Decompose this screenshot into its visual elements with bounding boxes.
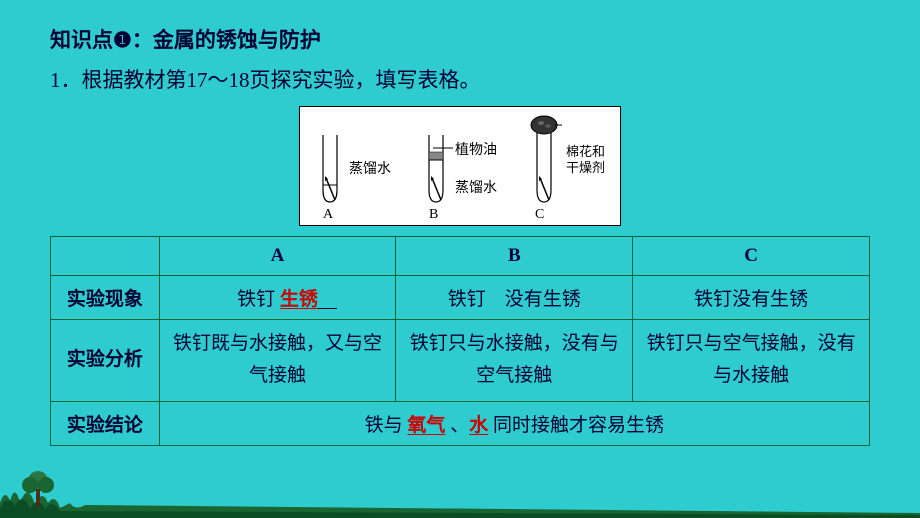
- phenomenon-c: 铁钉没有生锈: [633, 276, 870, 320]
- corner-cell: [51, 237, 160, 276]
- instruction-text: 1．根据教材第17～18页探究实验，填写表格。: [50, 65, 870, 97]
- heading-number: ❶: [113, 25, 132, 57]
- tube-c-cotton-label: 棉花和 干燥剂: [566, 144, 605, 175]
- heading-separator: ：: [132, 28, 153, 52]
- tube-a-svg: [315, 130, 345, 205]
- col-header-a: A: [159, 237, 396, 276]
- tube-b-water-label: 蒸馏水: [455, 177, 497, 197]
- tube-a: 蒸馏水 A: [315, 130, 391, 223]
- row-header-conclusion: 实验结论: [51, 401, 160, 445]
- conclusion-cell: 铁与 氧气 、水 同时接触才容易生锈: [159, 401, 869, 445]
- experiment-table: A B C 实验现象 铁钉 生锈 铁钉 没有生锈 铁钉没有生锈 实验分析 铁钉既…: [50, 236, 870, 446]
- analysis-a: 铁钉既与水接触，又与空气接触: [159, 320, 396, 402]
- analysis-row: 实验分析 铁钉既与水接触，又与空气接触 铁钉只与水接触，没有与空气接触 铁钉只与…: [51, 320, 870, 402]
- tube-b-letter: B: [429, 207, 438, 223]
- tube-b-oil-label: 植物油: [455, 139, 497, 159]
- analysis-c: 铁钉只与空气接触，没有与水接触: [633, 320, 870, 402]
- tube-c: 棉花和 干燥剂 C: [527, 115, 605, 223]
- row-header-phenomenon: 实验现象: [51, 276, 160, 320]
- heading-prefix: 知识点: [50, 28, 113, 52]
- row-header-analysis: 实验分析: [51, 320, 160, 402]
- answer-water: 水: [469, 415, 488, 436]
- tube-a-label: 蒸馏水: [349, 158, 391, 178]
- tube-b: 植物油 蒸馏水 B: [421, 130, 497, 223]
- tube-c-svg: [527, 115, 562, 205]
- col-header-c: C: [633, 237, 870, 276]
- knowledge-point-heading: 知识点❶：金属的锈蚀与防护: [50, 25, 870, 57]
- phenomenon-a: 铁钉 生锈: [159, 276, 396, 320]
- conclusion-row: 实验结论 铁与 氧气 、水 同时接触才容易生锈: [51, 401, 870, 445]
- tube-b-svg: [421, 130, 451, 205]
- phenomenon-b: 铁钉 没有生锈: [396, 276, 633, 320]
- grass-decoration: [0, 463, 920, 518]
- experiment-diagram: 蒸馏水 A: [50, 106, 870, 226]
- col-header-b: B: [396, 237, 633, 276]
- analysis-b: 铁钉只与水接触，没有与空气接触: [396, 320, 633, 402]
- table-header-row: A B C: [51, 237, 870, 276]
- tube-c-letter: C: [535, 207, 544, 223]
- heading-title: 金属的锈蚀与防护: [153, 28, 321, 52]
- oil-pointer-line: [433, 143, 453, 153]
- tube-a-letter: A: [323, 207, 333, 223]
- answer-rust: 生锈: [280, 289, 318, 310]
- phenomenon-row: 实验现象 铁钉 生锈 铁钉 没有生锈 铁钉没有生锈: [51, 276, 870, 320]
- answer-oxygen: 氧气: [407, 415, 445, 436]
